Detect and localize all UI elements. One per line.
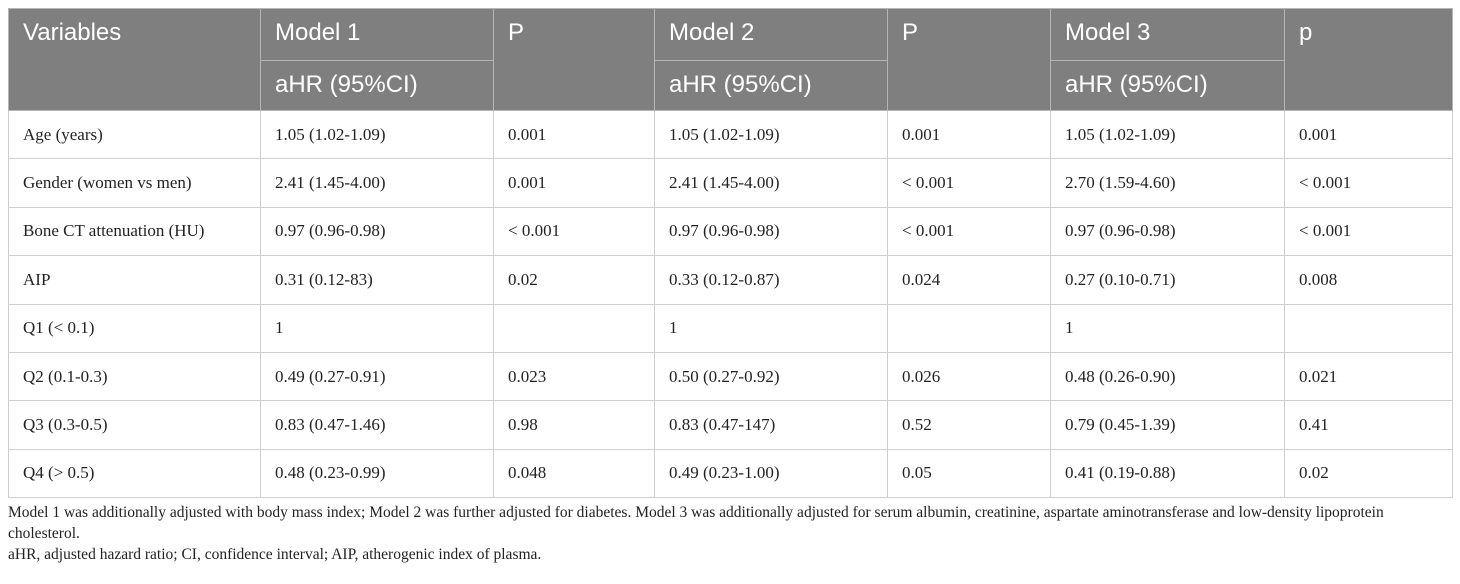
footnote: aHR, adjusted hazard ratio; CI, confiden…: [8, 546, 542, 563]
table-cell: Q2 (0.1-0.3): [8, 351, 261, 402]
table-cell: 0.83 (0.47-1.46): [260, 400, 494, 450]
column-header: Model 1: [260, 8, 494, 61]
table-cell: [493, 303, 655, 353]
table-cell: 0.31 (0.12-83): [260, 255, 494, 305]
table-cell: 2.41 (1.45-4.00): [654, 158, 888, 208]
column-header: P: [887, 8, 1051, 111]
table-cell: < 0.001: [887, 206, 1051, 257]
table-cell: Q1 (< 0.1): [8, 303, 261, 353]
table-cell: 0.024: [887, 255, 1051, 305]
table-cell: < 0.001: [887, 158, 1051, 208]
table-cell: 0.021: [1284, 351, 1453, 402]
table-cell: 0.048: [493, 448, 655, 499]
table-cell: 0.023: [493, 351, 655, 402]
table-cell: 2.41 (1.45-4.00): [260, 158, 494, 208]
table-cell: < 0.001: [493, 206, 655, 257]
table-header: Variables Model 1 P Model 2 P Model 3 p aHR (95…: [8, 8, 1453, 111]
table-cell: 0.48 (0.23-0.99): [260, 448, 494, 499]
table-cell: 0.001: [1284, 109, 1453, 160]
table-cell: 0.52: [887, 400, 1051, 450]
table-cell: 0.05: [887, 448, 1051, 499]
results-table: Variables Model 1 P Model 2 P Model 3 p aHR (95…: [8, 8, 1453, 499]
table-cell: Bone CT attenuation (HU): [8, 206, 261, 257]
footnote: Model 1 was additionally adjusted with b…: [8, 504, 1384, 542]
table-cell: 0.49 (0.27-0.91): [260, 351, 494, 402]
table-cell: 0.79 (0.45-1.39): [1050, 400, 1285, 450]
column-header: P: [493, 8, 655, 111]
column-header: Variables: [8, 8, 261, 111]
table-row: Q1 (< 0.1) 1 1 1: [8, 303, 1453, 353]
table-row: Gender (women vs men) 2.41 (1.45-4.00) 0.0…: [8, 158, 1453, 208]
table-cell: 0.97 (0.96-0.98): [654, 206, 888, 257]
table-cell: 0.83 (0.47-147): [654, 400, 888, 450]
table-cell: 1.05 (1.02-1.09): [654, 109, 888, 160]
table-cell: 1: [654, 303, 888, 353]
table-body: Age (years) 1.05 (1.02-1.09) 0.001 1.05 (1.…: [8, 109, 1453, 499]
table-row: Age (years) 1.05 (1.02-1.09) 0.001 1.05 (1.…: [8, 109, 1453, 160]
table-cell: 0.48 (0.26-0.90): [1050, 351, 1285, 402]
table-cell: [1284, 303, 1453, 353]
subheader-row: aHR (95%CI) aHR (95%CI) aHR (95%CI): [9, 60, 1453, 111]
column-header: Model 3: [1050, 8, 1285, 61]
table-cell: 0.97 (0.96-0.98): [1050, 206, 1285, 257]
table-cell: 0.026: [887, 351, 1051, 402]
table-cell: Gender (women vs men): [8, 158, 261, 208]
table-cell: 0.97 (0.96-0.98): [260, 206, 494, 257]
table-row: Q2 (0.1-0.3) 0.49 (0.27-0.91) 0.023 0.50 (0…: [8, 351, 1453, 402]
table-cell: < 0.001: [1284, 206, 1453, 257]
footnotes: Model 1 was additionally adjusted with b…: [8, 502, 1458, 565]
table-cell: 0.001: [493, 109, 655, 160]
column-subheader: aHR (95%CI): [1050, 60, 1285, 111]
table-cell: 0.41 (0.19-0.88): [1050, 448, 1285, 499]
table-cell: 0.02: [493, 255, 655, 305]
table-cell: 2.70 (1.59-4.60): [1050, 158, 1285, 208]
table-cell: Q3 (0.3-0.5): [8, 400, 261, 450]
column-subheader: aHR (95%CI): [260, 60, 494, 111]
table-cell: Age (years): [8, 109, 261, 160]
table-cell: 1.05 (1.02-1.09): [1050, 109, 1285, 160]
table-cell: 0.33 (0.12-0.87): [654, 255, 888, 305]
table-row: AIP 0.31 (0.12-83) 0.02 0.33 (0.12-0.87) 0.0…: [8, 255, 1453, 305]
table-cell: 0.02: [1284, 448, 1453, 499]
table-cell: 0.27 (0.10-0.71): [1050, 255, 1285, 305]
table-cell: 0.008: [1284, 255, 1453, 305]
table-cell: 0.001: [887, 109, 1051, 160]
table-row: Bone CT attenuation (HU) 0.97 (0.96-0.98)…: [8, 206, 1453, 257]
table-row: Q3 (0.3-0.5) 0.83 (0.47-1.46) 0.98 0.83 (0.…: [8, 400, 1453, 450]
column-header: p: [1284, 8, 1453, 111]
table-cell: [887, 303, 1051, 353]
table-cell: AIP: [8, 255, 261, 305]
table-cell: 0.001: [493, 158, 655, 208]
table-cell: 0.50 (0.27-0.92): [654, 351, 888, 402]
table-cell: < 0.001: [1284, 158, 1453, 208]
table-cell: 1: [1050, 303, 1285, 353]
table-cell: Q4 (> 0.5): [8, 448, 261, 499]
table-cell: 0.49 (0.23-1.00): [654, 448, 888, 499]
table-cell: 1.05 (1.02-1.09): [260, 109, 494, 160]
table-cell: 1: [260, 303, 494, 353]
table-row: Q4 (> 0.5) 0.48 (0.23-0.99) 0.048 0.49 (0.2…: [8, 448, 1453, 499]
column-header: Model 2: [654, 8, 888, 61]
column-subheader: aHR (95%CI): [654, 60, 888, 111]
table-cell: 0.98: [493, 400, 655, 450]
table-cell: 0.41: [1284, 400, 1453, 450]
